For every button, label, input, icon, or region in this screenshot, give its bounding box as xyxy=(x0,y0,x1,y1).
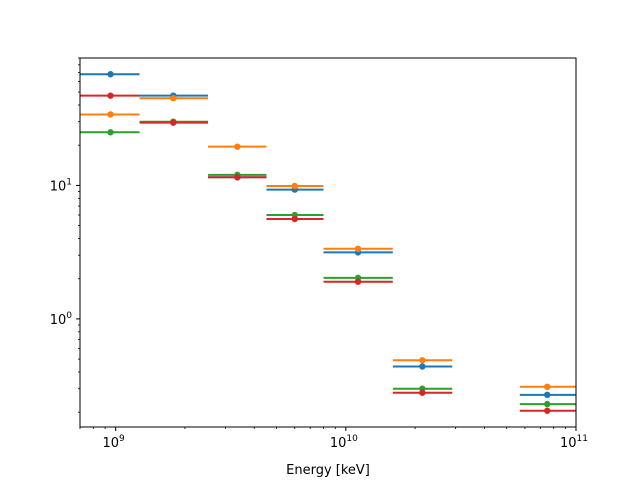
data-point xyxy=(544,383,551,391)
data-point xyxy=(419,389,426,396)
x-tick-label: 1010 xyxy=(330,434,358,451)
data-point xyxy=(234,174,241,181)
plot-frame xyxy=(79,57,577,428)
data-point xyxy=(419,357,426,364)
series-2 xyxy=(80,94,576,391)
data-point xyxy=(544,400,551,408)
data-point xyxy=(291,182,298,190)
data-point xyxy=(107,92,114,99)
data-point xyxy=(107,129,114,136)
x-tick-label: 109 xyxy=(103,434,126,451)
data-point xyxy=(170,119,177,126)
data-point xyxy=(354,245,362,253)
data-point xyxy=(107,111,114,118)
x-tick-label: 1011 xyxy=(560,434,588,451)
data-point xyxy=(170,94,177,102)
data-point xyxy=(544,391,551,399)
data-point xyxy=(544,407,551,414)
data-point xyxy=(419,363,426,370)
y-tick-label: 100 xyxy=(50,311,73,328)
data-point xyxy=(291,215,298,223)
data-point xyxy=(234,143,241,150)
data-point xyxy=(107,71,114,78)
axes-layer: 109 1010 1011 100 101 xyxy=(50,57,588,451)
y-tick-label: 101 xyxy=(50,177,72,194)
series-4 xyxy=(80,92,576,414)
series-layer xyxy=(80,71,576,414)
data-point xyxy=(354,278,362,285)
x-axis-label: Energy [keV] xyxy=(286,463,370,478)
